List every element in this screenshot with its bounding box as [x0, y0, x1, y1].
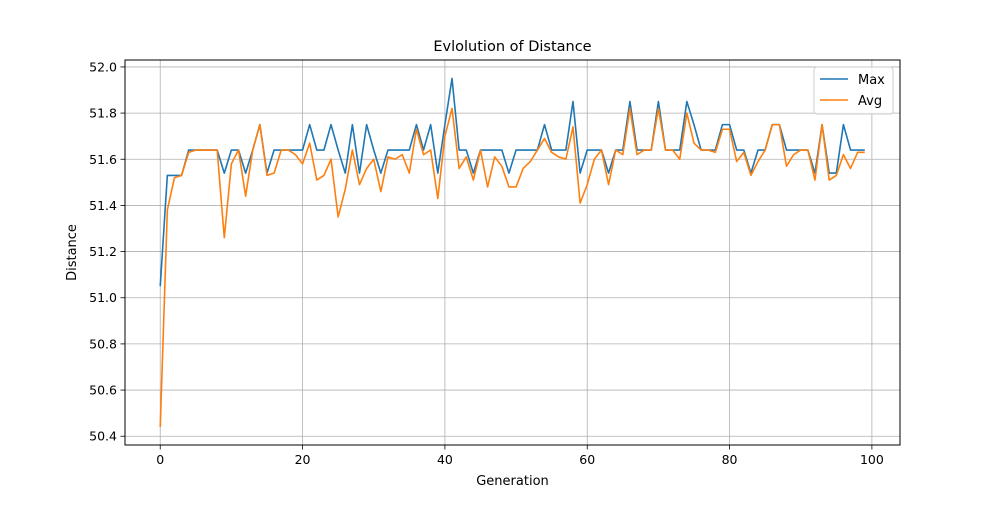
- chart-title: Evlolution of Distance: [433, 39, 591, 55]
- series-lines: [159, 77, 865, 428]
- x-tick-label: 20: [295, 452, 311, 467]
- x-tick-label: 80: [722, 452, 738, 467]
- legend-label-avg: Avg: [858, 94, 882, 109]
- x-tick-label: 100: [860, 452, 884, 467]
- legend: Max Avg: [813, 66, 894, 115]
- x-tick-label: 0: [156, 452, 164, 467]
- y-tick-label: 50.6: [89, 383, 117, 398]
- y-tick-label: 51.0: [89, 290, 117, 305]
- legend-label-max: Max: [858, 73, 885, 88]
- series-line-avg: [159, 107, 865, 428]
- y-axis-ticks: 50.4 50.6 50.8 51.0 51.2 51.4 51.6 51.8 52.0: [89, 59, 125, 444]
- x-axis-ticks: 0 20 40 60 80 100: [156, 445, 884, 467]
- y-tick-label: 52.0: [89, 59, 117, 74]
- y-tick-label: 51.2: [89, 244, 117, 259]
- y-tick-label: 51.6: [89, 152, 117, 167]
- y-axis-label: Distance: [65, 224, 80, 281]
- y-tick-label: 51.8: [89, 106, 117, 121]
- y-tick-label: 50.8: [89, 336, 117, 351]
- x-tick-label: 60: [579, 452, 595, 467]
- plot-area-frame: [124, 59, 901, 446]
- x-tick-label: 40: [437, 452, 453, 467]
- x-axis-label: Generation: [476, 474, 549, 489]
- y-tick-label: 50.4: [89, 429, 117, 444]
- y-tick-label: 51.4: [89, 198, 117, 213]
